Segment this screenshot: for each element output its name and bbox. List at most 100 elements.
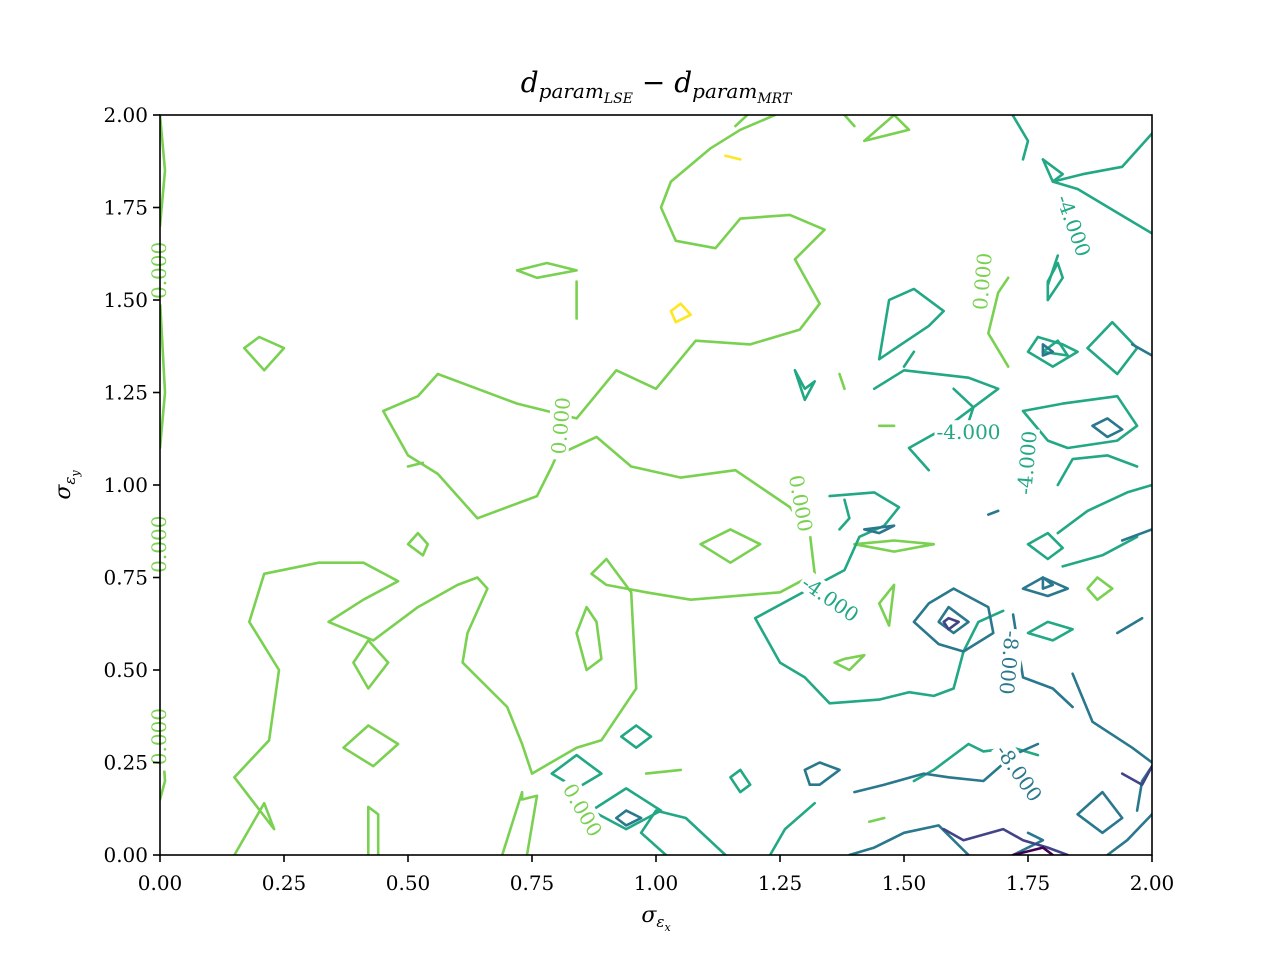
contour-line-level-neg6-69 xyxy=(1130,343,1152,357)
label-subscript: param xyxy=(692,79,757,103)
contour-line-level-neg4-30 xyxy=(872,368,1000,472)
contour-label-background xyxy=(556,774,610,845)
contour-line-level-neg8-75 xyxy=(1076,790,1124,835)
contour-line-level-0-0 xyxy=(160,298,167,450)
contour-line-level-neg4-47 xyxy=(619,724,653,750)
y-tick-label: 1.25 xyxy=(103,381,148,405)
x-axis: 0.00 0.25 0.50 0.75 1.00 1.25 1.50 1.75 2.00 xyxy=(138,855,1175,895)
contour-line-level-neg8-74 xyxy=(986,509,1000,516)
contour-line-level-neg4-55 xyxy=(1046,254,1060,287)
x-tick-label: 0.50 xyxy=(386,871,431,895)
contour-label-group: -8.000 xyxy=(994,627,1025,698)
contour-line-level-neg10-79 xyxy=(942,827,1069,855)
label-subsubscript: MRT xyxy=(756,91,793,107)
contour-line-level-0-18 xyxy=(833,653,866,672)
contour-label-group: 0.000 xyxy=(967,246,997,317)
contour-line-level-neg4-56 xyxy=(902,350,916,368)
contour-line-level-neg8-70 xyxy=(937,605,970,635)
contour-line-level-neg4-49 xyxy=(729,768,752,794)
contour-label-background xyxy=(147,702,169,771)
label-subsubscript: LSE xyxy=(603,91,633,107)
contour-line-level-0-17 xyxy=(838,372,846,391)
label-part: σ xyxy=(641,903,657,928)
x-tick-label: 1.75 xyxy=(1006,871,1051,895)
contour-line-level-0-13 xyxy=(575,605,603,672)
contour-line-level-neg8-73 xyxy=(1041,576,1055,590)
x-tick-label: 1.25 xyxy=(758,871,803,895)
contour-label: -4.000 xyxy=(936,420,1000,444)
contour-line-level-neg4-34 xyxy=(1046,261,1064,302)
contour-line-level-neg6-65 xyxy=(1071,672,1152,764)
contour-line-level-0-11 xyxy=(515,261,578,280)
contour-line-level-2-27 xyxy=(669,302,693,324)
contour-lines xyxy=(160,115,1152,855)
y-axis-label: σεy​ xyxy=(51,470,82,500)
contour-label-group: 0.000 xyxy=(147,510,171,579)
contour-line-level-neg4-35 xyxy=(1021,394,1139,450)
contour-line-level-0-7 xyxy=(352,639,390,690)
contour-line-level-neg8-72 xyxy=(1041,343,1055,357)
contour-label-group: -4.000 xyxy=(934,420,1003,444)
label-subsubscript: x xyxy=(664,921,671,934)
x-tick-label: 0.75 xyxy=(510,871,555,895)
y-tick-label: 0.50 xyxy=(103,658,148,682)
contour-line-level-neg4-39 xyxy=(1056,454,1139,487)
contour-line-level-neg4-31 xyxy=(753,491,1005,705)
contour-line-level-neg4-40 xyxy=(1056,483,1152,535)
contour-label-background xyxy=(996,627,1025,698)
contour-line-level-neg6-62 xyxy=(614,809,643,827)
contour-line-level-0-9 xyxy=(406,531,430,557)
contour-label-group: 0.000 xyxy=(545,390,575,461)
contour-line-level-neg4-43 xyxy=(952,387,975,424)
contour-line-level-neg6-66 xyxy=(1106,812,1152,855)
contour-label-background xyxy=(796,569,865,627)
contour-line-level-neg4-45 xyxy=(838,498,851,531)
y-tick-label: 1.50 xyxy=(103,288,148,312)
contour-line-level-neg6-63 xyxy=(862,524,896,535)
contour-line-level-neg4-51 xyxy=(912,742,1040,783)
label-part: d xyxy=(521,66,539,99)
contour-label: 0.000 xyxy=(546,396,575,455)
contour-line-level-neg8-71 xyxy=(1091,417,1124,439)
label-part: − xyxy=(633,66,674,99)
contour-line-level-0-26 xyxy=(1086,576,1114,602)
x-tick-label: 2.00 xyxy=(1130,871,1175,895)
contour-line-level-neg4-29 xyxy=(793,368,817,402)
contour-line-level-0-24 xyxy=(986,276,1010,368)
contour-line-level-0-5 xyxy=(500,790,539,855)
y-tick-label: 1.75 xyxy=(103,196,148,220)
label-part: σ xyxy=(51,484,76,500)
y-tick-label: 0.75 xyxy=(103,566,148,590)
contour-line-level-neg4-50 xyxy=(639,809,727,855)
label-subsubscript: y xyxy=(69,470,82,478)
contour-line-level-neg4-38 xyxy=(1041,339,1069,357)
y-tick-label: 0.25 xyxy=(103,751,148,775)
contour-line-level-neg6-64 xyxy=(1011,831,1045,855)
contour-label: -4.000 xyxy=(1012,430,1041,496)
contour-line-level-0-23 xyxy=(867,816,886,824)
contour-line-level-0-6 xyxy=(243,335,286,372)
contour-label: -8.000 xyxy=(994,630,1023,696)
contour-line-level-neg10-78 xyxy=(942,616,960,631)
contour-line-level-neg4-53 xyxy=(1051,132,1152,235)
contour-line-level-neg4-44 xyxy=(1026,620,1074,642)
contour-line-level-0-4 xyxy=(366,805,380,855)
label-subscript: ε xyxy=(61,477,79,485)
contour-line-level-neg10-80 xyxy=(1120,764,1152,787)
contour-line-level-neg4-42 xyxy=(1026,531,1064,561)
contour-label-background xyxy=(934,420,1003,443)
label-part: d xyxy=(674,66,692,99)
x-axis-label: σεx​ xyxy=(641,903,671,934)
contour-line-level-neg6-68 xyxy=(1116,616,1144,635)
contour-label: 0.000 xyxy=(147,516,171,573)
x-tick-label: 1.50 xyxy=(882,871,927,895)
contour-label-background xyxy=(1052,189,1097,262)
contour-label: 0.000 xyxy=(968,252,997,311)
contour-line-level-neg4-32 xyxy=(877,287,946,361)
contour-label-background xyxy=(991,738,1049,807)
y-tick-label: 2.00 xyxy=(103,103,148,127)
y-tick-label: 1.00 xyxy=(103,473,148,497)
x-tick-label: 1.00 xyxy=(634,871,679,895)
